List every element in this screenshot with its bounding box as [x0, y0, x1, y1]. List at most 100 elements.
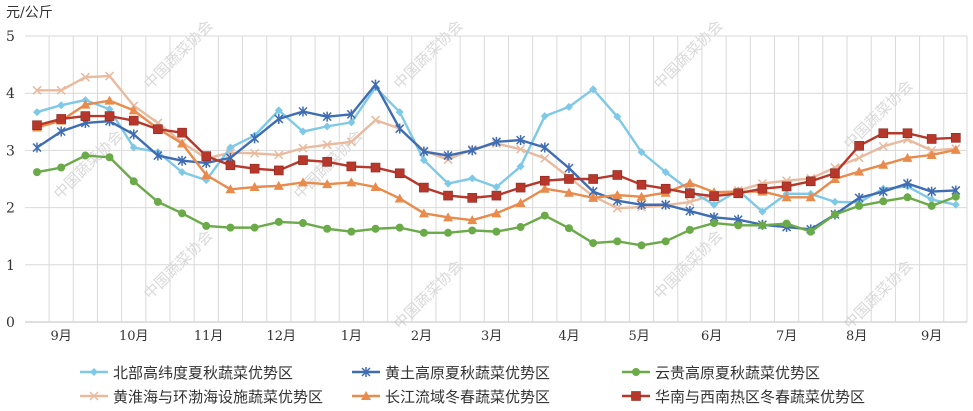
square-marker — [273, 165, 284, 176]
legend-item: 北部高纬度夏秋蔬菜优势区 — [80, 364, 293, 382]
cross-marker — [274, 150, 284, 160]
circle-marker — [903, 193, 912, 202]
triangle-marker — [563, 187, 574, 197]
cross-marker — [32, 85, 42, 95]
diamond-marker — [468, 174, 477, 183]
triangle-marker — [201, 169, 212, 179]
x-tick-label: 4月 — [558, 329, 579, 344]
circle-marker — [105, 153, 114, 162]
square-marker — [709, 191, 719, 201]
asterisk-marker — [56, 126, 66, 137]
square-marker — [878, 128, 889, 139]
diamond-marker — [444, 179, 453, 188]
circle-marker — [178, 209, 187, 218]
circle-marker — [81, 151, 90, 160]
diamond-marker — [613, 112, 622, 121]
asterisk-marker — [443, 150, 453, 161]
square-marker — [539, 175, 550, 186]
square-marker — [32, 120, 42, 131]
x-tick-label: 6月 — [701, 329, 722, 344]
cross-marker — [878, 141, 888, 151]
legend-item: 黄淮海与环渤海设施蔬菜优势区 — [80, 388, 323, 406]
circle-marker — [274, 217, 283, 226]
triangle-marker — [418, 208, 429, 218]
cross-marker — [56, 85, 66, 95]
diamond-marker — [178, 168, 187, 177]
circle-marker — [830, 210, 839, 219]
asterisk-marker — [636, 199, 647, 210]
series-6 — [32, 111, 961, 203]
diamond-marker — [710, 200, 719, 209]
asterisk-marker — [361, 367, 371, 377]
asterisk-marker — [540, 142, 550, 153]
square-marker — [370, 162, 381, 173]
asterisk-marker — [32, 142, 42, 153]
square-marker — [394, 168, 405, 179]
legend-label: 黄土高原夏秋蔬菜优势区 — [385, 364, 550, 382]
triangle-marker — [297, 177, 308, 187]
triangle-marker — [515, 198, 526, 208]
triangle-marker — [177, 138, 188, 148]
series-3 — [33, 151, 960, 250]
square-marker — [225, 160, 236, 171]
triangle-marker — [104, 95, 115, 105]
diamond-marker — [564, 102, 573, 111]
y-tick-label: 0 — [6, 315, 15, 331]
triangle-marker — [80, 99, 91, 109]
series-line — [36, 99, 957, 222]
triangle-marker — [829, 174, 840, 183]
cross-marker — [89, 391, 99, 401]
triangle-marker — [805, 192, 816, 202]
square-marker — [951, 133, 961, 143]
y-axis-label: 元/公斤 — [6, 5, 53, 21]
square-marker — [902, 128, 913, 139]
square-marker — [631, 391, 641, 401]
triangle-marker — [588, 192, 599, 202]
diamond-marker — [951, 200, 960, 209]
diamond-marker — [33, 108, 41, 117]
triangle-marker — [684, 178, 695, 188]
triangle-marker — [443, 212, 454, 222]
asterisk-marker — [274, 113, 284, 124]
square-marker — [56, 114, 66, 124]
circle-marker — [734, 221, 743, 230]
asterisk-marker — [927, 186, 937, 197]
diamond-marker — [589, 85, 598, 94]
square-marker — [467, 193, 478, 203]
diamond-marker — [323, 122, 332, 131]
legend-item: 黄土高原夏秋蔬菜优势区 — [352, 364, 550, 382]
square-marker — [153, 124, 163, 135]
square-marker — [830, 168, 840, 179]
circle-marker — [564, 224, 573, 233]
circle-marker — [613, 237, 622, 246]
diamond-marker — [298, 127, 307, 136]
square-marker — [322, 157, 332, 167]
legend-label: 北部高纬度夏秋蔬菜优势区 — [113, 364, 293, 382]
square-marker — [564, 174, 574, 184]
diamond-marker — [57, 101, 66, 110]
cross-marker — [346, 137, 356, 147]
square-marker — [177, 127, 187, 138]
diamond-marker — [927, 195, 936, 204]
y-tick-label: 2 — [6, 201, 15, 217]
legend-label: 黄淮海与环渤海设施蔬菜优势区 — [113, 388, 323, 406]
watermark-text: 中国蔬菜协会 — [650, 16, 726, 92]
triangle-marker — [491, 208, 502, 218]
cross-marker — [250, 148, 260, 158]
y-tick-label: 4 — [6, 86, 15, 102]
square-marker — [515, 182, 526, 193]
x-tick-label: 8月 — [846, 329, 867, 344]
diamond-marker — [758, 207, 767, 216]
circle-marker — [710, 219, 719, 228]
watermark-text: 中国蔬菜协会 — [840, 256, 916, 332]
circle-marker — [879, 197, 888, 206]
legend-item: 云贵高原夏秋蔬菜优势区 — [622, 364, 820, 382]
triangle-marker — [128, 105, 139, 115]
circle-marker — [395, 223, 404, 232]
circle-marker — [951, 192, 960, 201]
x-tick-label: 12月 — [266, 329, 296, 344]
diamond-marker — [419, 156, 428, 165]
diamond-marker — [540, 112, 549, 121]
square-marker — [80, 111, 91, 121]
